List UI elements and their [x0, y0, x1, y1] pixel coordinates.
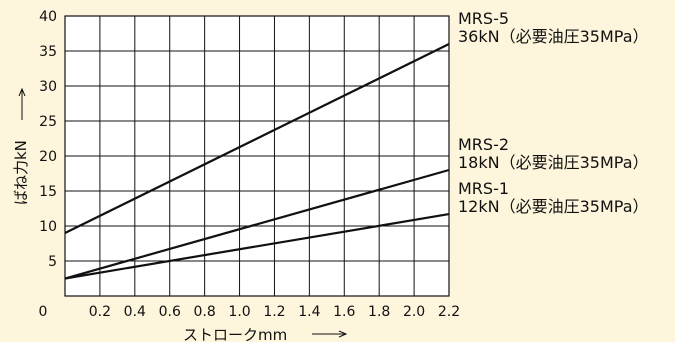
- x-axis-arrow: [312, 330, 348, 338]
- x-tick-label: 1.6: [333, 304, 355, 320]
- y-tick-label: 40: [39, 9, 57, 25]
- series-note-label: 36kN（必要油圧35MPa）: [458, 27, 649, 46]
- x-tick-label: 0.2: [89, 304, 111, 320]
- x-tick-label: 0.6: [159, 304, 181, 320]
- y-tick-label: 30: [39, 79, 57, 95]
- grid: [64, 15, 450, 297]
- series-name-label: MRS-1: [458, 179, 509, 198]
- y-tick-label: 10: [39, 219, 57, 235]
- x-tick-label: 2.2: [438, 304, 460, 320]
- y-axis-label: ばね力kN: [12, 140, 30, 205]
- series-note-label: 12kN（必要油圧35MPa）: [458, 197, 649, 216]
- series-line: [64, 213, 450, 280]
- y-tick-label: 20: [39, 149, 57, 165]
- y-tick-label: 35: [39, 44, 57, 60]
- tick-labels: 0.2 0.4 0.6 0.8 1.0 1.2 1.4 1.6 1.8 2.0 2.2 5 10 15 20…: [39, 9, 461, 320]
- y-tick-label: 25: [39, 114, 57, 130]
- x-tick-label: 1.4: [298, 304, 320, 320]
- series-line: [64, 43, 450, 234]
- x-tick-label: 0.4: [124, 304, 146, 320]
- y-axis-arrow: [18, 87, 26, 120]
- origin-tick-label: 0: [39, 304, 48, 320]
- x-tick-label: 1.8: [368, 304, 390, 320]
- series-lines: [64, 43, 450, 280]
- x-tick-label: 1.2: [263, 304, 285, 320]
- x-axis-label: ストロークmm: [183, 326, 287, 342]
- y-tick-label: 5: [48, 254, 57, 270]
- y-tick-label: 15: [39, 184, 57, 200]
- x-tick-label: 1.0: [228, 304, 250, 320]
- series-note-label: 18kN（必要油圧35MPa）: [458, 153, 649, 172]
- x-tick-label: 0.8: [194, 304, 216, 320]
- series-name-label: MRS-5: [458, 9, 509, 28]
- series-line: [64, 168, 450, 280]
- series-name-label: MRS-2: [458, 135, 509, 154]
- x-tick-label: 2.0: [403, 304, 425, 320]
- plot-frame: [64, 15, 450, 297]
